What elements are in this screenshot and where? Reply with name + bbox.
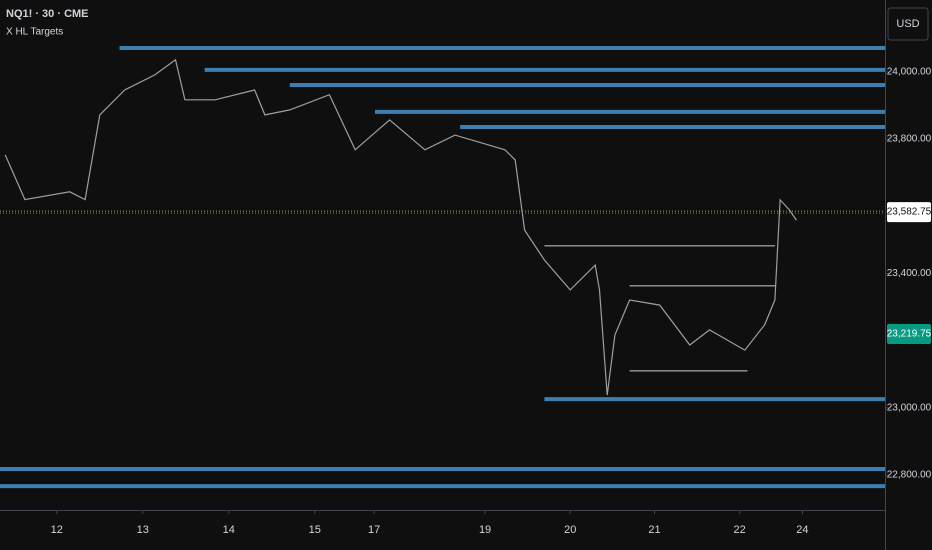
currency[interactable]: USD [896,18,919,30]
x-tick-label: 22 [734,524,746,536]
y-tick-label: 23,800.00 [887,134,932,145]
price-line [4,58,797,396]
price-tag-label: 23,582.75 [887,207,932,218]
x-tick-label: 17 [368,524,380,536]
price-tag [887,202,931,223]
x-tick-label: 15 [309,524,321,536]
y-tick-label: 24,000.00 [887,67,932,78]
price-tag [887,324,931,345]
y-tick-label: 22,800.00 [887,470,932,481]
indicator-name: X HL Targets [6,27,63,38]
x-tick-label: 19 [479,524,491,536]
chart-title: NQ1! · 30 · CME [6,8,89,20]
x-tick-label: 14 [223,524,235,536]
price-tag-label: 23,219.75 [887,329,932,340]
y-tick-label: 23,000.00 [887,403,932,414]
currency-button[interactable] [887,7,929,41]
x-tick-label: 13 [137,524,149,536]
x-tick-label: 12 [51,524,63,536]
x-tick-label: 21 [648,524,660,536]
x-tick-label: 20 [564,524,576,536]
x-tick-label: 24 [796,524,808,536]
y-tick-label: 23,400.00 [887,268,932,279]
